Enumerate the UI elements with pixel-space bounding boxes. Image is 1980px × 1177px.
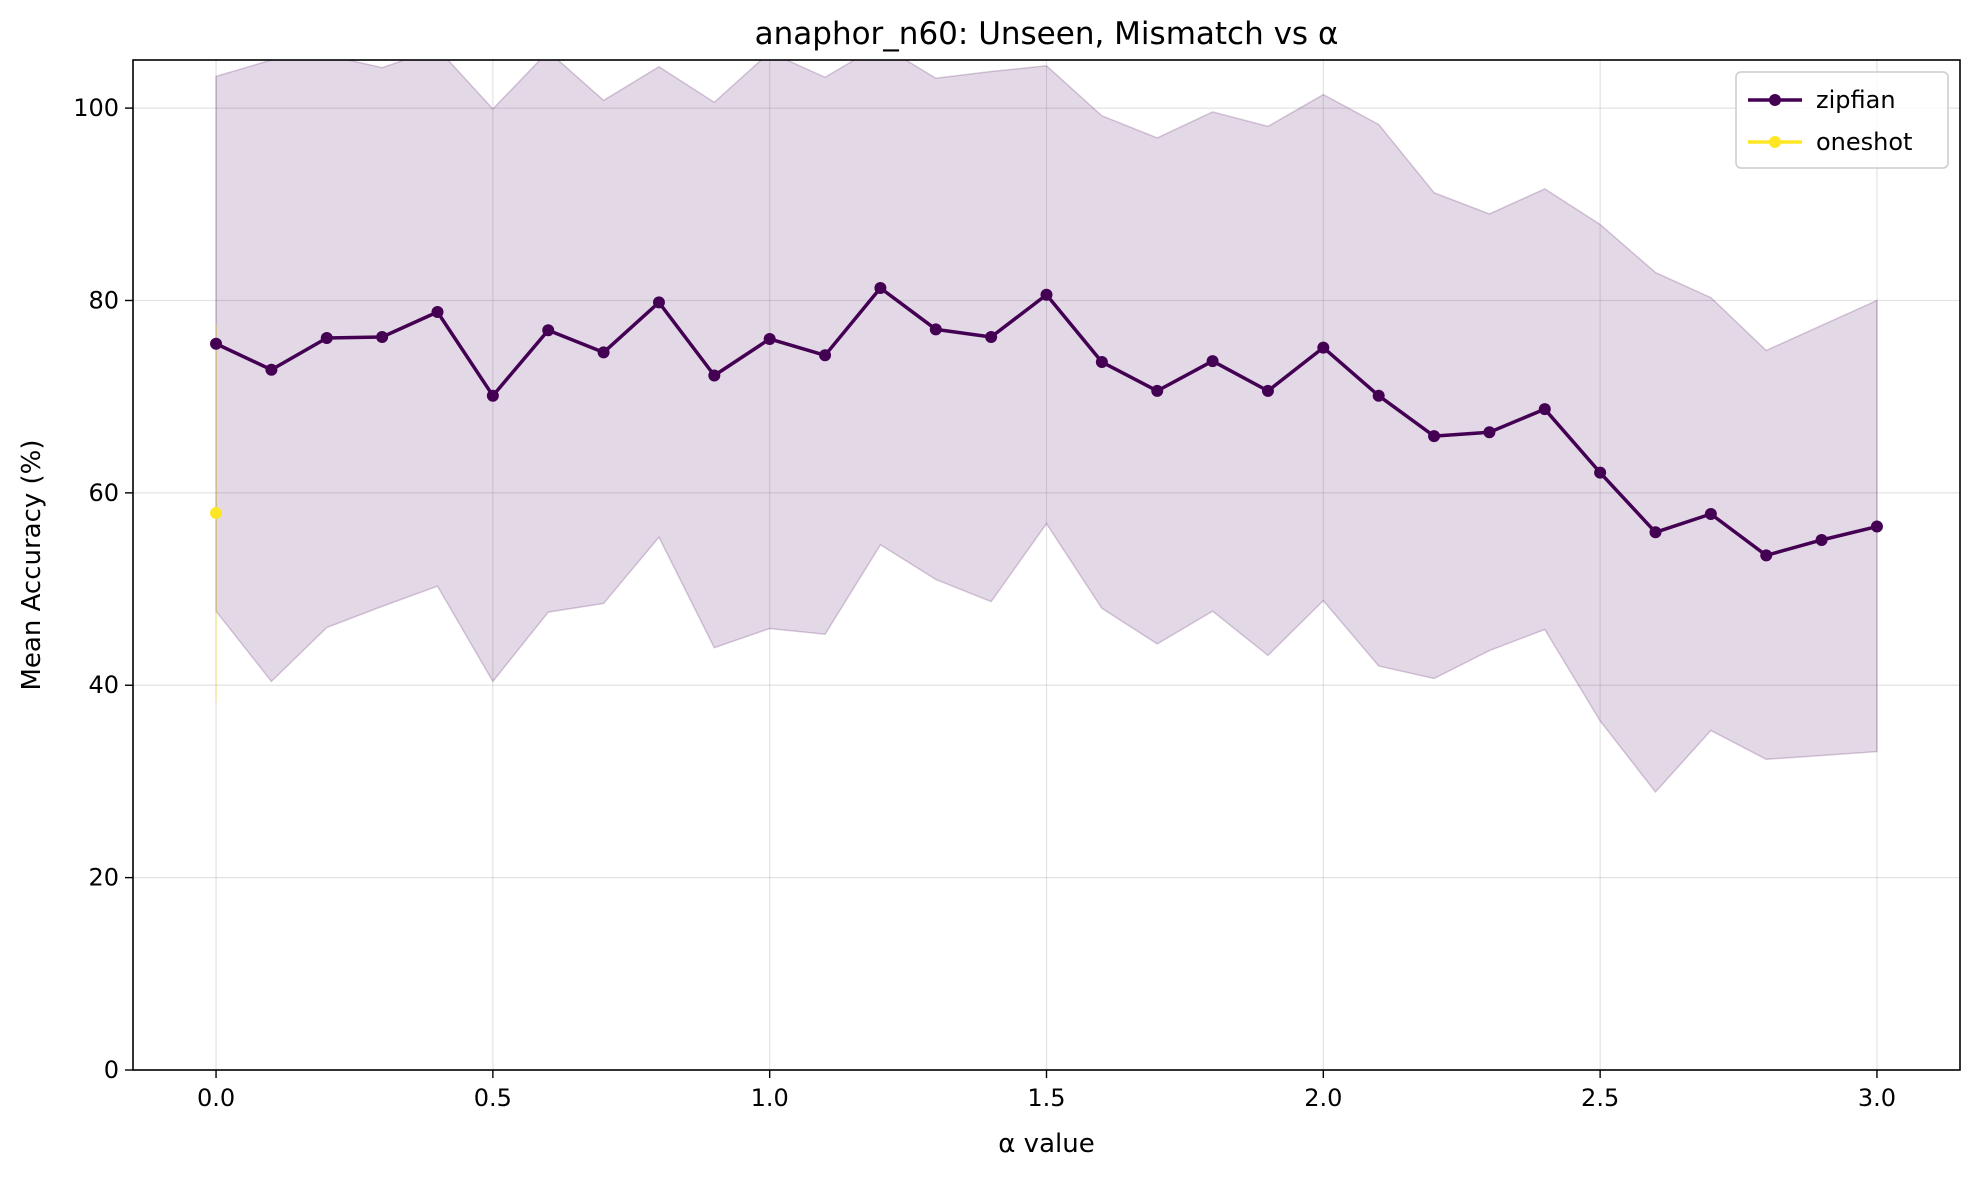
- x-tick-label: 3.0: [1858, 1084, 1896, 1112]
- zipfian-point: [763, 332, 776, 345]
- zipfian-point: [1206, 355, 1219, 368]
- x-tick-label: 2.0: [1304, 1084, 1342, 1112]
- zipfian-point: [1815, 533, 1828, 546]
- y-tick-label: 60: [88, 479, 119, 507]
- zipfian-point: [210, 337, 223, 350]
- legend: zipfian oneshot: [1735, 71, 1949, 169]
- zipfian-point: [929, 323, 942, 336]
- zipfian-point: [1649, 526, 1662, 539]
- y-axis-title: Mean Accuracy (%): [17, 439, 47, 690]
- legend-box: [1735, 71, 1949, 169]
- legend-label-oneshot: oneshot: [1816, 128, 1912, 156]
- zipfian-point: [1483, 426, 1496, 439]
- zipfian-point: [1151, 384, 1164, 397]
- zipfian-point: [985, 331, 998, 344]
- legend-marker-oneshot: [1769, 136, 1781, 148]
- y-tick-label: 0: [104, 1056, 119, 1084]
- zipfian-point: [431, 306, 444, 319]
- y-tick-label: 20: [88, 864, 119, 892]
- x-tick-label: 2.5: [1581, 1084, 1619, 1112]
- zipfian-point: [1040, 288, 1053, 301]
- y-tick-label: 40: [88, 671, 119, 699]
- zipfian-point: [376, 331, 389, 344]
- zipfian-point: [320, 331, 333, 344]
- legend-label-zipfian: zipfian: [1816, 86, 1896, 114]
- legend-marker-zipfian: [1769, 94, 1781, 106]
- zipfian-point: [1538, 403, 1551, 416]
- zipfian-point: [1870, 520, 1883, 533]
- zipfian-point: [542, 324, 555, 337]
- axis-ticks: 0.0 0.5 1.0 1.5 2.0 2.5 3.0 0 20 40 60 80 100: [73, 94, 1896, 1112]
- oneshot-point: [210, 507, 223, 520]
- zipfian-point: [1704, 508, 1717, 521]
- zipfian-point: [1261, 384, 1274, 397]
- series-lines: [210, 281, 1883, 562]
- y-tick-label: 80: [88, 286, 119, 314]
- y-tick-label: 100: [73, 94, 119, 122]
- x-tick-label: 1.5: [1027, 1084, 1065, 1112]
- zipfian-point: [1760, 549, 1773, 562]
- chart-title: anaphor_n60: Unseen, Mismatch vs α: [755, 16, 1339, 52]
- x-axis-title: α value: [998, 1129, 1094, 1159]
- zipfian-point: [1372, 389, 1385, 402]
- zipfian-point: [486, 389, 499, 402]
- zipfian-point: [265, 363, 278, 376]
- zipfian-point: [1428, 430, 1441, 443]
- zipfian-point: [874, 281, 887, 294]
- zipfian-point: [708, 369, 721, 382]
- zipfian-point: [652, 296, 665, 309]
- x-tick-label: 0.0: [197, 1084, 235, 1112]
- zipfian-point: [1095, 356, 1108, 369]
- x-tick-label: 0.5: [474, 1084, 512, 1112]
- zipfian-point: [597, 346, 610, 359]
- zipfian-point: [1317, 341, 1330, 354]
- x-tick-label: 1.0: [751, 1084, 789, 1112]
- zipfian-point: [819, 349, 832, 362]
- zipfian-point: [1594, 466, 1607, 479]
